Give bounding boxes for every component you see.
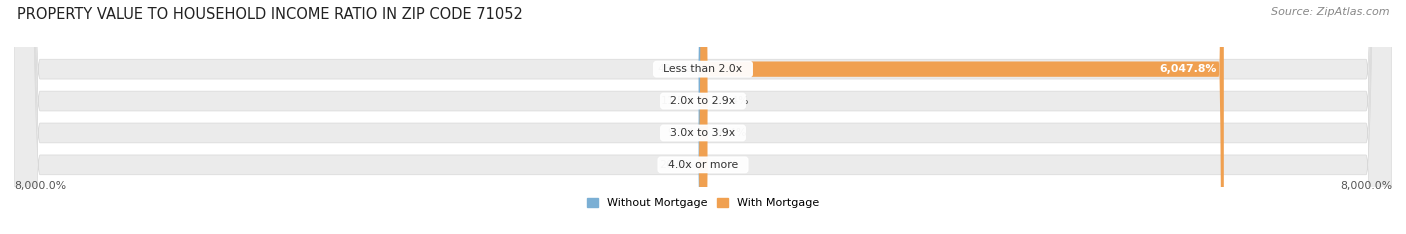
FancyBboxPatch shape (14, 0, 1392, 234)
Text: 26.4%: 26.4% (713, 128, 747, 138)
FancyBboxPatch shape (697, 0, 707, 234)
Text: 8,000.0%: 8,000.0% (1340, 181, 1392, 191)
FancyBboxPatch shape (697, 0, 707, 234)
FancyBboxPatch shape (14, 0, 1392, 234)
Text: 3.6%: 3.6% (710, 160, 738, 170)
Text: 8,000.0%: 8,000.0% (14, 181, 66, 191)
FancyBboxPatch shape (703, 0, 1223, 234)
Text: 50.4%: 50.4% (714, 96, 749, 106)
Text: 4.0x or more: 4.0x or more (661, 160, 745, 170)
Text: 2.0x to 2.9x: 2.0x to 2.9x (664, 96, 742, 106)
Text: Less than 2.0x: Less than 2.0x (657, 64, 749, 74)
Text: 6,047.8%: 6,047.8% (1160, 64, 1218, 74)
FancyBboxPatch shape (699, 0, 709, 234)
FancyBboxPatch shape (697, 0, 704, 234)
Legend: Without Mortgage, With Mortgage: Without Mortgage, With Mortgage (582, 193, 824, 212)
FancyBboxPatch shape (702, 0, 709, 234)
FancyBboxPatch shape (14, 0, 1392, 234)
Text: 26.9%: 26.9% (659, 160, 693, 170)
Text: PROPERTY VALUE TO HOUSEHOLD INCOME RATIO IN ZIP CODE 71052: PROPERTY VALUE TO HOUSEHOLD INCOME RATIO… (17, 7, 523, 22)
Text: 9.3%: 9.3% (668, 128, 696, 138)
Text: 3.0x to 3.9x: 3.0x to 3.9x (664, 128, 742, 138)
Text: 48.8%: 48.8% (658, 64, 692, 74)
FancyBboxPatch shape (697, 0, 706, 234)
FancyBboxPatch shape (14, 0, 1392, 234)
FancyBboxPatch shape (700, 0, 709, 234)
Text: Source: ZipAtlas.com: Source: ZipAtlas.com (1271, 7, 1389, 17)
Text: 11.5%: 11.5% (661, 96, 695, 106)
